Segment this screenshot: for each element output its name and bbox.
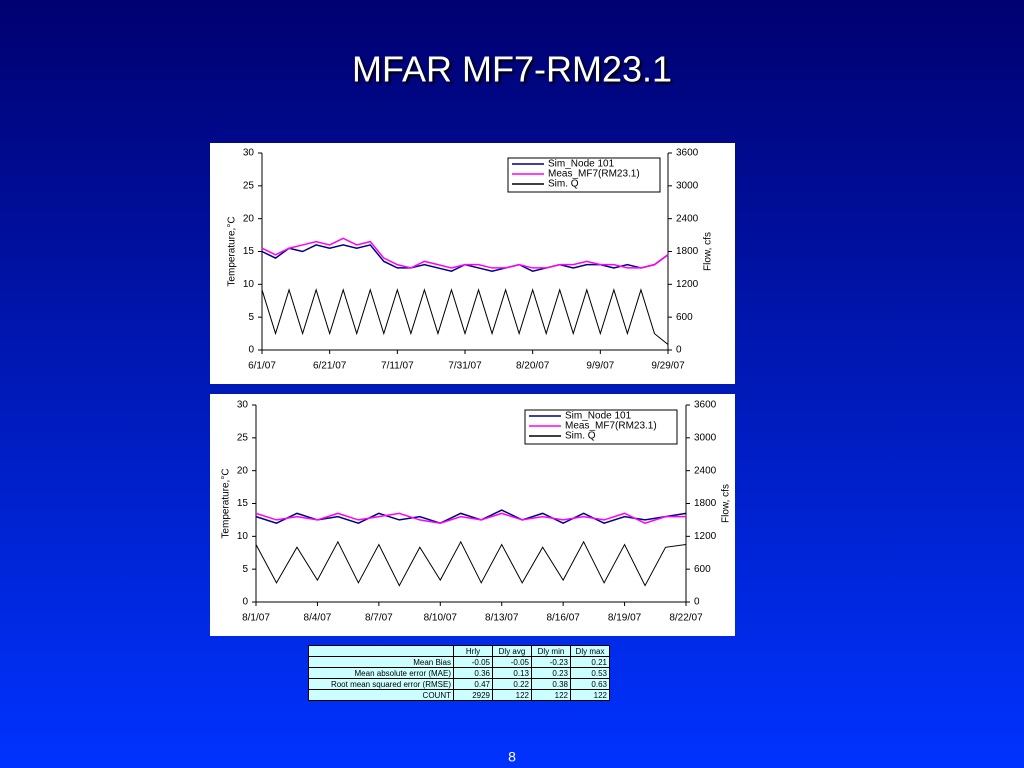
- y-tick-label: 30: [243, 148, 255, 159]
- table-cell: 0.21: [570, 656, 610, 668]
- y2-tick-label: 0: [676, 345, 682, 356]
- y2-tick-label: 0: [694, 597, 700, 608]
- legend: [507, 157, 661, 193]
- legend-label: Meas_MF7(RM23.1): [548, 169, 640, 180]
- table-cell: Hrly: [453, 645, 493, 657]
- legend-label: Meas_MF7(RM23.1): [565, 421, 657, 432]
- page-number: 8: [508, 749, 516, 765]
- table-cell: 0.36: [453, 667, 493, 679]
- y-tick-label: 0: [242, 597, 248, 608]
- y-tick-label: 10: [237, 531, 249, 542]
- x-tick-label: 8/7/07: [365, 613, 393, 624]
- legend-label: Sim_Node 101: [548, 159, 615, 170]
- y-tick-label: 25: [237, 432, 249, 443]
- y-tick-label: 5: [242, 564, 248, 575]
- stats-table: Hrly Dly avg Dly min Dly max Mean Bias -0.05-…: [308, 645, 610, 701]
- x-tick-label: 7/11/07: [381, 361, 414, 372]
- y-tick-label: 15: [243, 246, 255, 257]
- table-cell: 0.53: [570, 667, 610, 679]
- series-line: [255, 512, 686, 525]
- x-tick-label: 8/1/07: [242, 613, 270, 624]
- y2-tick-label: 600: [676, 312, 693, 323]
- y2-tick-label: 1200: [694, 531, 717, 542]
- x-tick-label: 8/4/07: [304, 613, 332, 624]
- table-cell: COUNT: [308, 689, 454, 701]
- y-axis-label: Temperature,°C: [221, 468, 232, 538]
- legend-label: Sim. Q: [548, 179, 579, 190]
- table-row: Root mean squared error (RMSE) 0.47 0.22 0.…: [308, 678, 610, 690]
- x-tick-label: 8/19/07: [608, 613, 642, 624]
- y-tick-label: 5: [248, 312, 254, 323]
- table-cell: Dly avg: [492, 645, 532, 657]
- table-cell: -0.05: [492, 656, 532, 668]
- table-cell: Mean Bias: [308, 656, 454, 668]
- series-line: [255, 540, 687, 587]
- table-cell: -0.23: [531, 656, 571, 668]
- y2-tick-label: 2400: [694, 465, 717, 476]
- table-row: Mean Bias -0.05 -0.05 -0.23 0.21: [308, 656, 610, 668]
- table-row: Hrly Dly avg Dly min Dly max: [308, 645, 610, 657]
- table-cell: -0.05: [453, 656, 493, 668]
- table-cell: 122: [570, 689, 610, 701]
- series-line: [261, 237, 669, 269]
- x-tick-label: 9/9/07: [586, 361, 614, 372]
- y-tick-label: 20: [243, 213, 255, 224]
- table-cell: 122: [531, 689, 571, 701]
- x-tick-label: 7/31/07: [448, 361, 482, 372]
- table-row: COUNT 2929 122 122 122: [308, 689, 610, 701]
- table-cell: 122: [492, 689, 532, 701]
- x-tick-label: 8/10/07: [424, 613, 458, 624]
- x-tick-label: 8/22/07: [669, 613, 703, 624]
- y2-tick-label: 1800: [676, 246, 699, 257]
- x-tick-label: 8/20/07: [516, 361, 550, 372]
- y-tick-label: 10: [243, 279, 255, 290]
- y-tick-label: 30: [237, 400, 249, 411]
- table-cell: 0.22: [492, 678, 532, 690]
- y2-tick-label: 1800: [694, 498, 717, 509]
- table-cell: 0.13: [492, 667, 532, 679]
- y2-tick-label: 2400: [676, 213, 699, 224]
- y2-tick-label: 3000: [694, 432, 717, 443]
- table-cell: 0.63: [570, 678, 610, 690]
- table-cell: Dly max: [570, 645, 610, 657]
- table-cell: Dly min: [531, 645, 571, 657]
- slide-title: MFAR MF7-RM23.1: [352, 49, 672, 90]
- y2-axis-label: Flow, cfs: [721, 484, 732, 523]
- y2-tick-label: 3600: [676, 148, 699, 159]
- y-axis-label: Temperature,°C: [227, 216, 238, 286]
- y2-tick-label: 1200: [676, 279, 699, 290]
- y-tick-label: 0: [248, 345, 254, 356]
- x-tick-label: 9/29/07: [651, 361, 685, 372]
- table-cell: 0.38: [531, 678, 571, 690]
- table-row: Mean absolute error (MAE) 0.36 0.13 0.23 0.5…: [308, 667, 610, 679]
- legend-label: Sim_Node 101: [565, 411, 632, 422]
- y-tick-label: 25: [243, 180, 255, 191]
- y2-tick-label: 600: [694, 564, 711, 575]
- x-tick-label: 6/1/07: [248, 361, 276, 372]
- y-tick-label: 20: [237, 465, 249, 476]
- y2-axis-label: Flow, cfs: [703, 232, 714, 271]
- y-tick-label: 15: [237, 498, 249, 509]
- y2-tick-label: 3000: [676, 180, 699, 191]
- table-cell: [308, 645, 454, 657]
- table-cell: 0.23: [531, 667, 571, 679]
- legend-label: Sim. Q: [565, 431, 596, 442]
- x-tick-label: 6/21/07: [313, 361, 347, 372]
- table-cell: 0.47: [453, 678, 493, 690]
- table-cell: Root mean squared error (RMSE): [308, 678, 454, 690]
- table-cell: Mean absolute error (MAE): [308, 667, 454, 679]
- x-tick-label: 8/16/07: [546, 613, 580, 624]
- x-tick-label: 8/13/07: [485, 613, 519, 624]
- y2-tick-label: 3600: [694, 400, 717, 411]
- series-line: [261, 288, 669, 345]
- series-line: [255, 509, 687, 525]
- table-cell: 2929: [453, 689, 493, 701]
